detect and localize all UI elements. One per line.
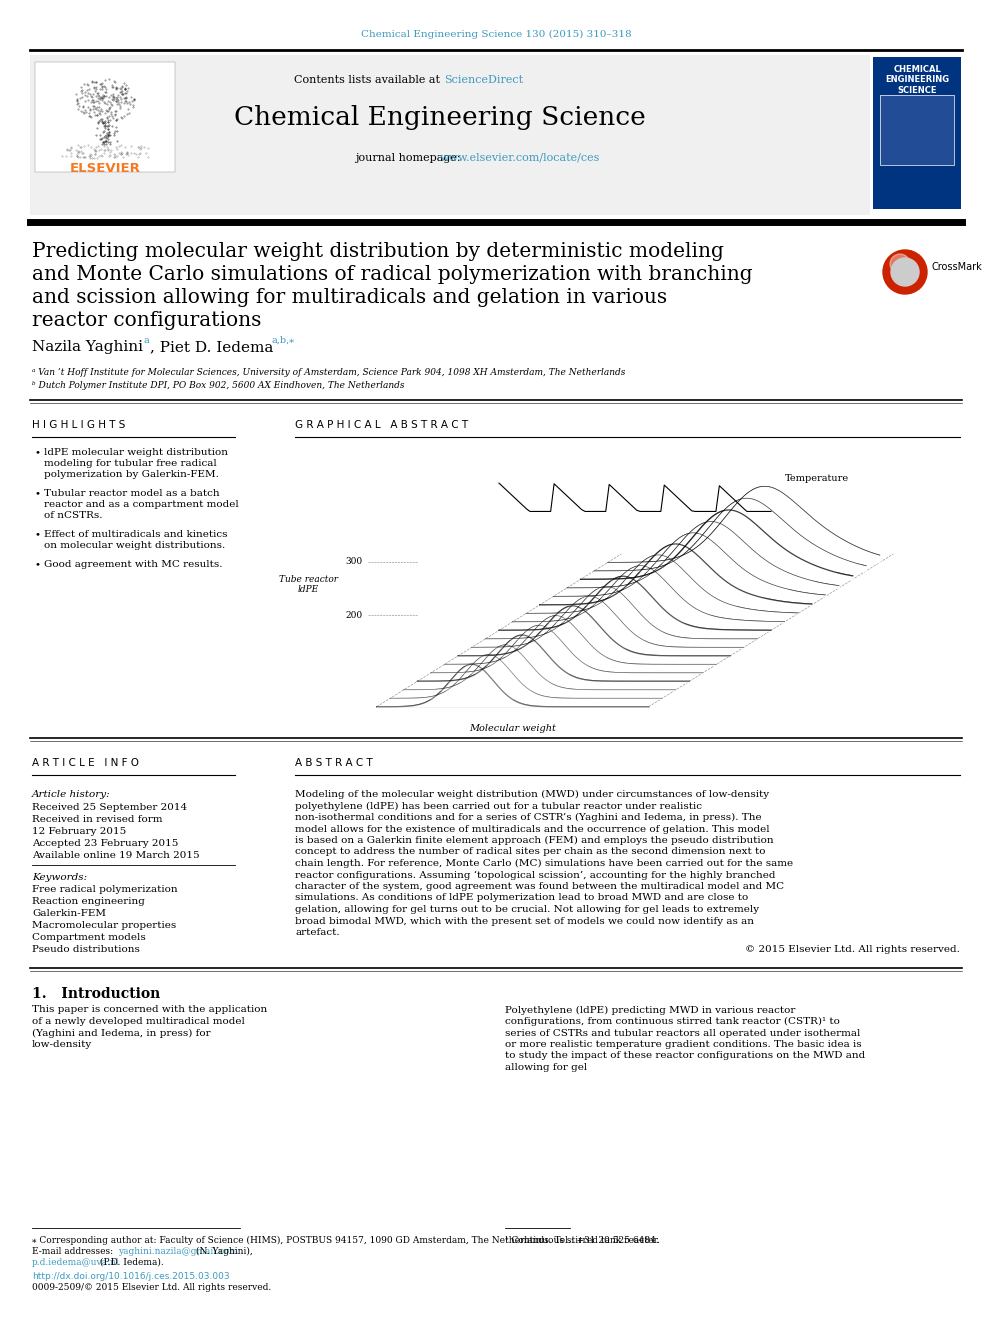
Text: 300: 300 xyxy=(346,557,363,566)
Text: 200: 200 xyxy=(346,610,363,619)
Text: Nazila Yaghini: Nazila Yaghini xyxy=(32,340,143,355)
Text: Chemical Engineering Science 130 (2015) 310–318: Chemical Engineering Science 130 (2015) … xyxy=(361,30,631,40)
Bar xyxy=(873,57,961,209)
Text: series of CSTRs and tubular reactors all operated under isothermal: series of CSTRs and tubular reactors all… xyxy=(505,1028,860,1037)
Text: p.d.iedema@uva.nl: p.d.iedema@uva.nl xyxy=(32,1258,119,1267)
Text: yaghini.nazila@gmail.com: yaghini.nazila@gmail.com xyxy=(118,1248,238,1256)
Text: Chemical Engineering Science: Chemical Engineering Science xyxy=(234,105,646,130)
Text: concept to address the number of radical sites per chain as the second dimension: concept to address the number of radical… xyxy=(295,848,766,856)
Circle shape xyxy=(883,250,927,294)
Text: (N. Yaghini),: (N. Yaghini), xyxy=(193,1248,253,1256)
Text: and Monte Carlo simulations of radical polymerization with branching: and Monte Carlo simulations of radical p… xyxy=(32,265,753,284)
Text: 0009-2509/© 2015 Elsevier Ltd. All rights reserved.: 0009-2509/© 2015 Elsevier Ltd. All right… xyxy=(32,1283,271,1293)
Bar xyxy=(880,95,954,165)
Text: low-density: low-density xyxy=(32,1040,92,1049)
Text: A B S T R A C T: A B S T R A C T xyxy=(295,758,373,767)
Text: polymerization by Galerkin-FEM.: polymerization by Galerkin-FEM. xyxy=(44,470,219,479)
Text: configurations, from continuous stirred tank reactor (CSTR)¹ to: configurations, from continuous stirred … xyxy=(505,1017,840,1027)
Text: a,b,⁎: a,b,⁎ xyxy=(272,336,296,345)
Text: broad bimodal MWD, which with the present set of models we could now identify as: broad bimodal MWD, which with the presen… xyxy=(295,917,754,926)
Text: gelation, allowing for gel turns out to be crucial. Not allowing for gel leads t: gelation, allowing for gel turns out to … xyxy=(295,905,759,914)
Text: Modeling of the molecular weight distribution (MWD) under circumstances of low-d: Modeling of the molecular weight distrib… xyxy=(295,790,769,799)
Text: to study the impact of these reactor configurations on the MWD and: to study the impact of these reactor con… xyxy=(505,1052,865,1061)
Text: CHEMICAL
ENGINEERING
SCIENCE: CHEMICAL ENGINEERING SCIENCE xyxy=(885,65,949,95)
Bar xyxy=(880,95,954,165)
Text: Tube reactor
ldPE: Tube reactor ldPE xyxy=(279,574,338,594)
Text: This paper is concerned with the application: This paper is concerned with the applica… xyxy=(32,1005,267,1015)
Text: Pseudo distributions: Pseudo distributions xyxy=(32,945,140,954)
Text: simulations. As conditions of ldPE polymerization lead to broad MWD and are clos: simulations. As conditions of ldPE polym… xyxy=(295,893,748,902)
Text: Accepted 23 February 2015: Accepted 23 February 2015 xyxy=(32,839,179,848)
Text: and scission allowing for multiradicals and gelation in various: and scission allowing for multiradicals … xyxy=(32,288,668,307)
Text: ᵇ Dutch Polymer Institute DPI, PO Box 902, 5600 AX Eindhoven, The Netherlands: ᵇ Dutch Polymer Institute DPI, PO Box 90… xyxy=(32,381,405,390)
Bar xyxy=(30,56,870,216)
Text: reactor configurations. Assuming ‘topological scission’, accounting for the high: reactor configurations. Assuming ‘topolo… xyxy=(295,871,776,880)
Text: Reaction engineering: Reaction engineering xyxy=(32,897,145,906)
Text: modeling for tubular free radical: modeling for tubular free radical xyxy=(44,459,216,468)
Text: CrossMark: CrossMark xyxy=(931,262,982,273)
Text: ⁎ Corresponding author at: Faculty of Science (HIMS), POSTBUS 94157, 1090 GD Ams: ⁎ Corresponding author at: Faculty of Sc… xyxy=(32,1236,659,1245)
Text: ᵃ Van ’t Hoff Institute for Molecular Sciences, University of Amsterdam, Science: ᵃ Van ’t Hoff Institute for Molecular Sc… xyxy=(32,368,625,377)
Circle shape xyxy=(891,258,919,286)
Text: Compartment models: Compartment models xyxy=(32,933,146,942)
Text: 1.   Introduction: 1. Introduction xyxy=(32,987,161,1002)
Text: of a newly developed multiradical model: of a newly developed multiradical model xyxy=(32,1017,245,1027)
Text: © 2015 Elsevier Ltd. All rights reserved.: © 2015 Elsevier Ltd. All rights reserved… xyxy=(745,946,960,954)
Text: reactor and as a compartment model: reactor and as a compartment model xyxy=(44,500,239,509)
Text: ¹ Continuous stirred tank reactor.: ¹ Continuous stirred tank reactor. xyxy=(505,1236,660,1245)
Text: character of the system, good agreement was found between the multiradical model: character of the system, good agreement … xyxy=(295,882,784,890)
Text: Molecular weight: Molecular weight xyxy=(469,724,557,733)
Text: artefact.: artefact. xyxy=(295,927,339,937)
Text: (P.D. Iedema).: (P.D. Iedema). xyxy=(97,1258,164,1267)
Text: G R A P H I C A L   A B S T R A C T: G R A P H I C A L A B S T R A C T xyxy=(295,419,468,430)
Text: reactor configurations: reactor configurations xyxy=(32,311,261,329)
Text: Contents lists available at: Contents lists available at xyxy=(294,75,440,85)
Text: Polyethylene (ldPE) predicting MWD in various reactor: Polyethylene (ldPE) predicting MWD in va… xyxy=(505,1005,796,1015)
Text: a: a xyxy=(144,336,150,345)
Text: 12 February 2015: 12 February 2015 xyxy=(32,827,126,836)
Text: E-mail addresses:: E-mail addresses: xyxy=(32,1248,116,1256)
Text: Tubular reactor model as a batch: Tubular reactor model as a batch xyxy=(44,490,219,497)
Text: model allows for the existence of multiradicals and the occurrence of gelation. : model allows for the existence of multir… xyxy=(295,824,770,833)
Text: Received 25 September 2014: Received 25 September 2014 xyxy=(32,803,187,812)
Text: , Piet D. Iedema: , Piet D. Iedema xyxy=(150,340,274,355)
Text: non-isothermal conditions and for a series of CSTR’s (Yaghini and Iedema, in pre: non-isothermal conditions and for a seri… xyxy=(295,814,762,822)
Text: of nCSTRs.: of nCSTRs. xyxy=(44,511,102,520)
Text: •: • xyxy=(34,490,40,497)
Text: is based on a Galerkin finite element approach (FEM) and employs the pseudo dist: is based on a Galerkin finite element ap… xyxy=(295,836,774,845)
Text: ScienceDirect: ScienceDirect xyxy=(444,75,523,85)
Text: on molecular weight distributions.: on molecular weight distributions. xyxy=(44,541,225,550)
Text: or more realistic temperature gradient conditions. The basic idea is: or more realistic temperature gradient c… xyxy=(505,1040,862,1049)
Text: Received in revised form: Received in revised form xyxy=(32,815,163,824)
Text: ELSEVIER: ELSEVIER xyxy=(69,161,141,175)
Text: Good agreement with MC results.: Good agreement with MC results. xyxy=(44,560,222,569)
Bar xyxy=(35,62,175,172)
Text: Available online 19 March 2015: Available online 19 March 2015 xyxy=(32,851,199,860)
Text: •: • xyxy=(34,531,40,538)
Text: Keywords:: Keywords: xyxy=(32,873,87,882)
Text: www.elsevier.com/locate/ces: www.elsevier.com/locate/ces xyxy=(440,153,600,163)
Text: http://dx.doi.org/10.1016/j.ces.2015.03.003: http://dx.doi.org/10.1016/j.ces.2015.03.… xyxy=(32,1271,229,1281)
Text: Macromolecular properties: Macromolecular properties xyxy=(32,921,177,930)
Circle shape xyxy=(890,254,910,274)
Text: chain length. For reference, Monte Carlo (MC) simulations have been carried out : chain length. For reference, Monte Carlo… xyxy=(295,859,794,868)
Text: Article history:: Article history: xyxy=(32,790,111,799)
Text: •: • xyxy=(34,448,40,456)
Text: A R T I C L E   I N F O: A R T I C L E I N F O xyxy=(32,758,139,767)
Text: Effect of multiradicals and kinetics: Effect of multiradicals and kinetics xyxy=(44,531,227,538)
Text: Galerkin-FEM: Galerkin-FEM xyxy=(32,909,106,918)
Text: ldPE molecular weight distribution: ldPE molecular weight distribution xyxy=(44,448,228,456)
Text: (Yaghini and Iedema, in press) for: (Yaghini and Iedema, in press) for xyxy=(32,1028,210,1037)
Text: •: • xyxy=(34,560,40,569)
Text: allowing for gel: allowing for gel xyxy=(505,1062,587,1072)
Text: Predicting molecular weight distribution by deterministic modeling: Predicting molecular weight distribution… xyxy=(32,242,724,261)
Text: polyethylene (ldPE) has been carried out for a tubular reactor under realistic: polyethylene (ldPE) has been carried out… xyxy=(295,802,702,811)
Text: journal homepage:: journal homepage: xyxy=(355,153,460,163)
Text: Free radical polymerization: Free radical polymerization xyxy=(32,885,178,894)
Text: Temperature: Temperature xyxy=(785,475,849,483)
Text: H I G H L I G H T S: H I G H L I G H T S xyxy=(32,419,125,430)
